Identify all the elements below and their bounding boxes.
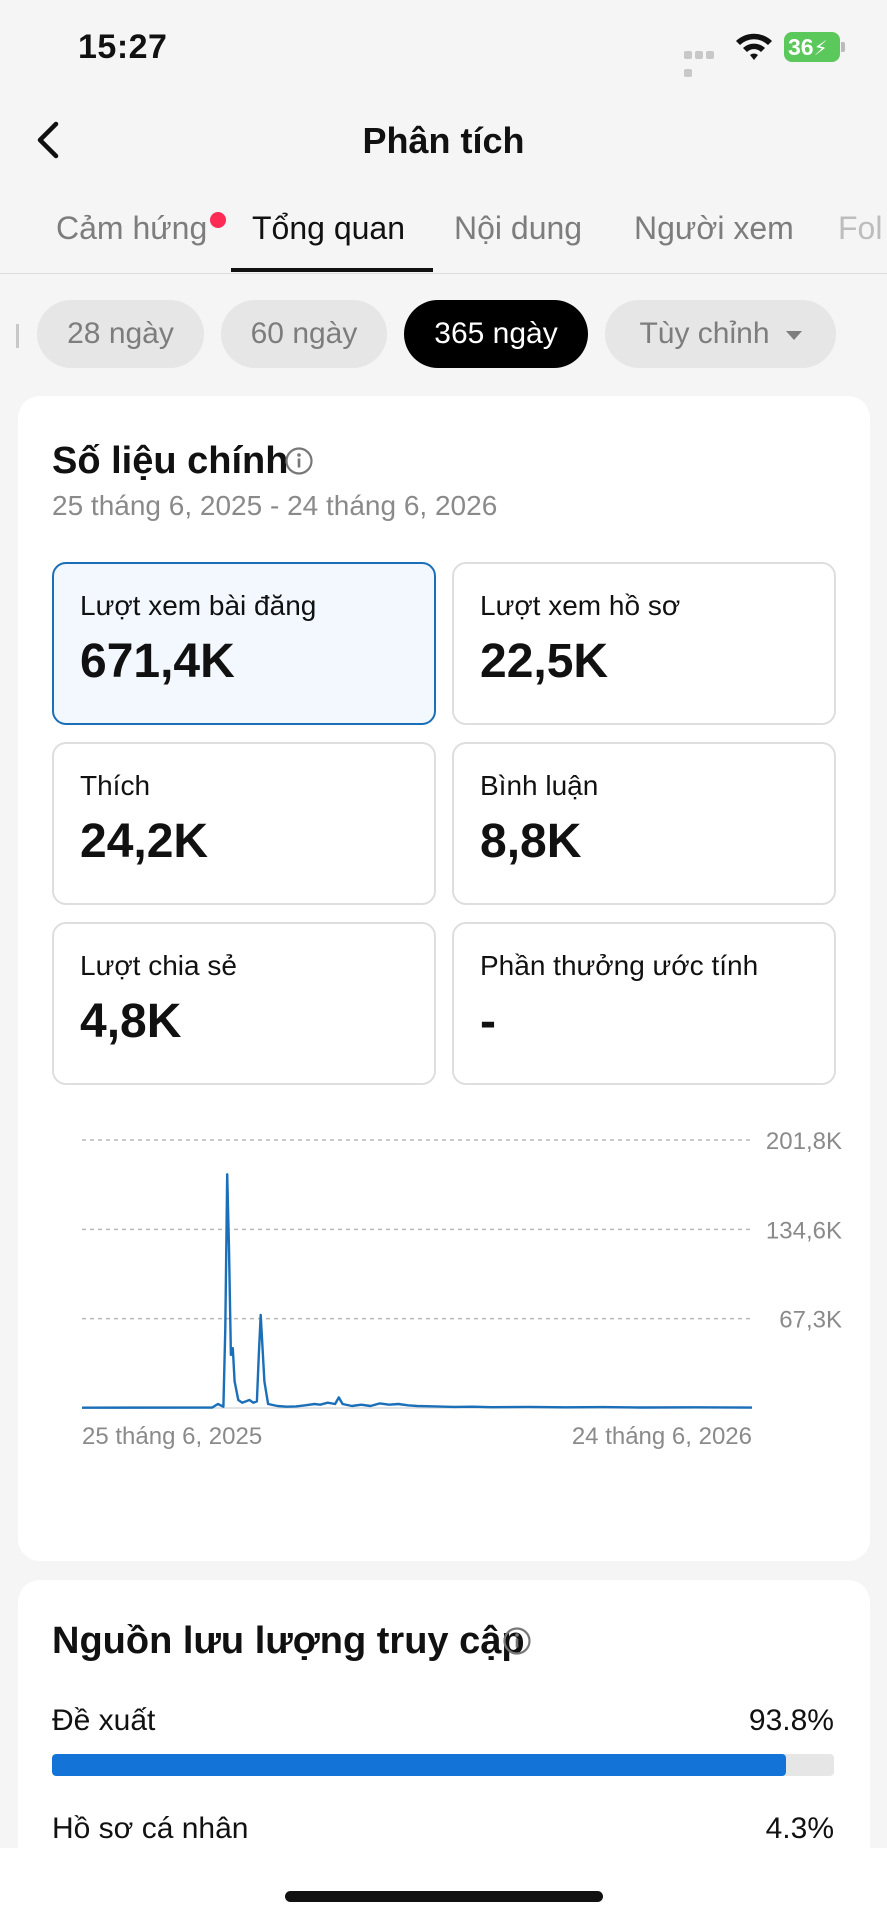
tab-overview[interactable]: Tổng quan <box>252 210 406 246</box>
metric-post-views[interactable]: Lượt xem bài đăng 671,4K <box>52 562 436 725</box>
y-tick-label: 201,8K <box>766 1128 842 1155</box>
metric-label: Phần thưởng ước tính <box>480 950 759 981</box>
chip-28-days[interactable]: 28 ngày <box>37 300 204 368</box>
cellular-signal-icon <box>684 46 726 77</box>
metric-value: - <box>480 995 496 1048</box>
home-indicator-area <box>0 1848 887 1920</box>
back-arrow-icon[interactable] <box>28 112 72 168</box>
battery-icon: 36⚡ <box>784 32 845 62</box>
metric-value: 22,5K <box>480 635 609 688</box>
active-tab-indicator <box>231 268 433 272</box>
post-views-chart[interactable]: 67,3K 134,6K 201,8K 25 tháng 6, 2025 24 thán… <box>58 1116 858 1476</box>
metric-value: 4,8K <box>80 995 182 1048</box>
y-tick-label: 134,6K <box>766 1217 842 1244</box>
date-range: 25 tháng 6, 2025 - 24 tháng 6, 2026 <box>52 490 498 521</box>
info-icon[interactable] <box>502 1626 532 1656</box>
chip-custom[interactable]: Tùy chỉnh <box>605 300 836 368</box>
metric-profile-views[interactable]: Lượt xem hồ sơ 22,5K <box>452 562 836 725</box>
chip-60-days[interactable]: 60 ngày <box>221 300 387 368</box>
key-metrics-card: Số liệu chính 25 tháng 6, 2025 - 24 thán… <box>18 396 870 1561</box>
caret-down-icon <box>785 330 802 340</box>
tab-followers[interactable]: Fol <box>838 210 883 246</box>
metric-estimated-rewards[interactable]: Phần thưởng ước tính - <box>452 922 836 1085</box>
notification-dot <box>210 212 226 228</box>
metric-value: 24,2K <box>80 815 209 868</box>
metric-value: 8,8K <box>480 815 582 868</box>
key-metrics-title: Số liệu chính <box>52 440 289 482</box>
chip-scroll-edge <box>16 324 19 348</box>
metric-label: Bình luận <box>480 770 599 801</box>
line-chart-svg: 67,3K 134,6K 201,8K 25 tháng 6, 2025 24 thán… <box>81 1128 842 1450</box>
metric-label: Lượt xem hồ sơ <box>480 590 681 621</box>
traffic-progress-fill <box>52 1754 786 1776</box>
page-title: Phân tích <box>362 120 525 161</box>
traffic-source-percent: 93.8% <box>748 1704 834 1737</box>
battery-level: 36 <box>788 34 814 60</box>
x-tick-label-start: 25 tháng 6, 2025 <box>82 1423 262 1450</box>
traffic-source-percent: 4.3% <box>765 1812 834 1845</box>
metric-likes[interactable]: Thích 24,2K <box>52 742 436 905</box>
metric-label: Thích <box>80 770 151 801</box>
metric-value: 671,4K <box>80 635 235 688</box>
metric-label: Lượt xem bài đăng <box>80 590 317 621</box>
tab-content[interactable]: Nội dung <box>454 210 583 246</box>
status-bar: 15:27 36⚡ <box>0 0 887 100</box>
traffic-source-label: Đề xuất <box>52 1704 156 1737</box>
nav-bar: Phân tích <box>0 100 887 182</box>
chip-custom-label: Tùy chỉnh <box>639 317 770 350</box>
chip-365-days[interactable]: 365 ngày <box>404 300 588 368</box>
metric-label: Lượt chia sẻ <box>80 950 237 981</box>
metric-shares[interactable]: Lượt chia sẻ 4,8K <box>52 922 436 1085</box>
metric-comments[interactable]: Bình luận 8,8K <box>452 742 836 905</box>
info-icon[interactable] <box>284 446 314 476</box>
status-time: 15:27 <box>78 28 168 66</box>
tab-bar: Cảm hứng Tổng quan Nội dung Người xem Fo… <box>0 200 887 274</box>
tab-viewers[interactable]: Người xem <box>634 210 794 246</box>
home-indicator[interactable] <box>285 1891 603 1902</box>
traffic-progress-track <box>52 1754 834 1776</box>
date-range-chips: 28 ngày 60 ngày 365 ngày Tùy chỉnh <box>0 300 887 370</box>
wifi-icon <box>736 33 772 60</box>
x-tick-label-end: 24 tháng 6, 2026 <box>572 1423 752 1450</box>
y-tick-label: 67,3K <box>779 1307 842 1334</box>
traffic-sources-title: Nguồn lưu lượng truy cập <box>52 1620 525 1662</box>
series-line-post-views <box>81 1173 753 1409</box>
traffic-source-label: Hồ sơ cá nhân <box>52 1812 249 1845</box>
tab-inspiration[interactable]: Cảm hứng <box>56 210 208 246</box>
